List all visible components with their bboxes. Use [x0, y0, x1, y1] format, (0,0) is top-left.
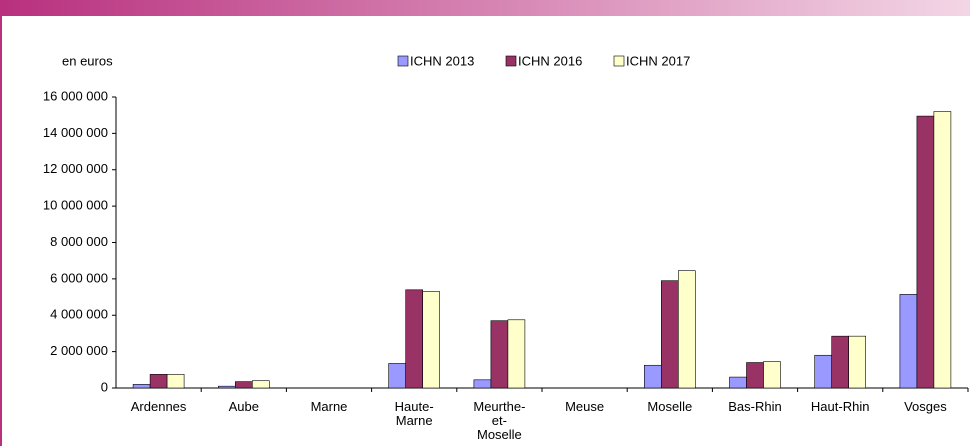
x-tick-label: Bas-Rhin [728, 399, 782, 414]
bar [473, 379, 492, 389]
y-tick-label: 6 000 000 [50, 270, 108, 285]
y-tick-label: 14 000 000 [43, 125, 108, 140]
unit-label: en euros [62, 53, 113, 68]
bar [252, 380, 270, 389]
y-tick-label: 12 000 000 [43, 161, 108, 176]
bar [643, 364, 662, 389]
y-tick-label: 16 000 000 [43, 88, 108, 103]
left-border [0, 0, 2, 446]
x-tick-label: Vosges [904, 399, 947, 414]
bar [388, 363, 407, 389]
x-tick-label: Moselle [647, 399, 693, 414]
bar [166, 374, 185, 389]
bar [933, 111, 952, 389]
bar [422, 291, 441, 389]
bar [677, 270, 696, 389]
bar [763, 361, 781, 389]
bar [490, 320, 509, 389]
bar [831, 335, 850, 389]
x-tick-label: Haute- Marne [394, 399, 434, 428]
bar [149, 374, 168, 389]
bar [218, 385, 236, 389]
x-tick-label: Marne [310, 399, 348, 414]
bar [405, 289, 424, 389]
bar [507, 319, 526, 389]
x-tick-label: Haut-Rhin [810, 399, 870, 414]
bar [746, 362, 764, 389]
bar [235, 381, 253, 389]
bar [660, 280, 679, 389]
x-tick-label: Ardennes [130, 399, 187, 414]
y-tick-label: 0 [101, 379, 108, 394]
x-tick-label: Meurthe- et- Moselle [473, 399, 526, 442]
y-tick-label: 4 000 000 [50, 307, 108, 322]
bar [729, 376, 747, 389]
bar [916, 115, 935, 389]
y-tick-label: 10 000 000 [43, 198, 108, 213]
bar [899, 294, 918, 389]
legend-swatch [505, 55, 517, 67]
x-tick-label: Meuse [565, 399, 605, 414]
bar [814, 354, 833, 389]
legend-label: ICHN 2013 [410, 53, 474, 68]
y-tick-label: 8 000 000 [50, 234, 108, 249]
legend-swatch [397, 55, 409, 67]
bar [132, 384, 151, 389]
x-tick-label: Aube [228, 399, 259, 414]
bar [848, 335, 867, 389]
header-band [0, 0, 970, 16]
y-tick-label: 2 000 000 [50, 343, 108, 358]
legend-swatch [613, 55, 625, 67]
legend-label: ICHN 2017 [626, 53, 690, 68]
legend-label: ICHN 2016 [518, 53, 582, 68]
